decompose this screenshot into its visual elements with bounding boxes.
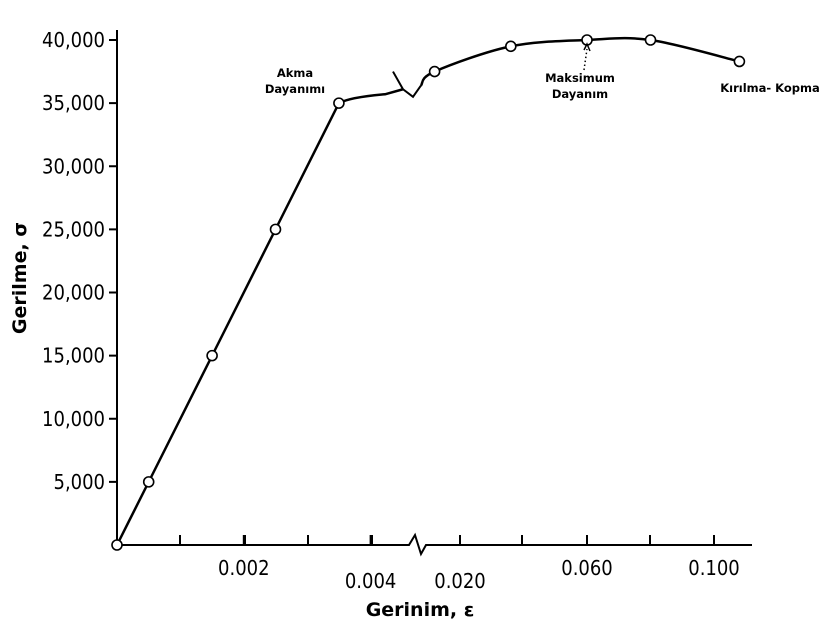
data-point [644, 34, 657, 46]
x-tick-label: 0.004 [345, 569, 397, 593]
x-axis-title: Gerinim, ε [366, 599, 475, 621]
annotation-label: Akma Dayanımı [265, 66, 325, 96]
annotation-arrow [583, 48, 588, 71]
annotations: Akma Dayanımı Maksimum Dayanım Kırılma- Kopm… [265, 42, 820, 101]
annotation-label: Kırılma- Kopma [720, 81, 820, 95]
y-tick-label: 15,000 [42, 344, 105, 368]
x-axis-line [117, 532, 752, 557]
y-axis-title: Gerilme, σ [9, 222, 31, 334]
x-tick-label: 0.020 [434, 569, 486, 593]
y-tick-label: 5,000 [54, 470, 106, 494]
data-point [504, 40, 517, 53]
y-tick-label: 30,000 [42, 154, 105, 178]
axes [116, 30, 752, 557]
data-point [733, 55, 746, 68]
ticks: 5,000 10,000 15,000 20,000 25,000 30,000 35,00… [42, 28, 740, 593]
annotation-label: Maksimum Dayanım [545, 71, 615, 101]
curve [115, 36, 740, 546]
curve-break-mark [392, 71, 422, 99]
data-point [111, 539, 123, 551]
markers [111, 34, 746, 551]
data-point [428, 65, 441, 78]
annotation-arrowhead [583, 42, 591, 52]
x-tick-label: 0.060 [561, 556, 613, 580]
y-tick-label: 10,000 [42, 407, 105, 431]
y-tick-label: 40,000 [42, 28, 105, 52]
data-point [333, 97, 345, 109]
x-tick-label: 0.100 [688, 556, 740, 580]
data-point [142, 476, 155, 488]
data-point [206, 349, 218, 362]
y-tick-label: 35,000 [42, 91, 105, 115]
y-tick-label: 20,000 [42, 281, 105, 305]
series-line-elastic [115, 88, 404, 546]
x-tick-label: 0.002 [218, 556, 270, 580]
data-point [269, 223, 282, 236]
y-tick-label: 25,000 [42, 217, 105, 241]
